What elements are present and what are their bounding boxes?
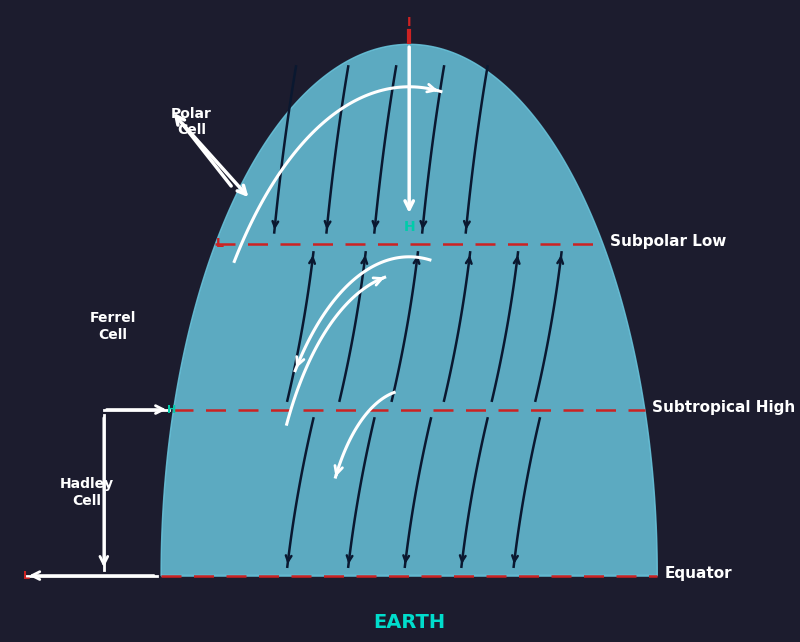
Text: H: H bbox=[167, 404, 176, 415]
Text: Hadley
Cell: Hadley Cell bbox=[60, 478, 114, 508]
Polygon shape bbox=[161, 44, 658, 576]
Text: Subtropical High: Subtropical High bbox=[652, 400, 795, 415]
Text: Subpolar Low: Subpolar Low bbox=[610, 234, 726, 249]
Text: Polar
Cell: Polar Cell bbox=[171, 107, 212, 137]
Text: Equator: Equator bbox=[664, 566, 732, 581]
Text: L: L bbox=[216, 237, 224, 250]
Text: L: L bbox=[22, 571, 30, 580]
Text: I: I bbox=[407, 16, 411, 29]
Text: EARTH: EARTH bbox=[373, 612, 446, 632]
Text: Ferrel
Cell: Ferrel Cell bbox=[90, 311, 136, 342]
Text: H: H bbox=[403, 220, 415, 234]
